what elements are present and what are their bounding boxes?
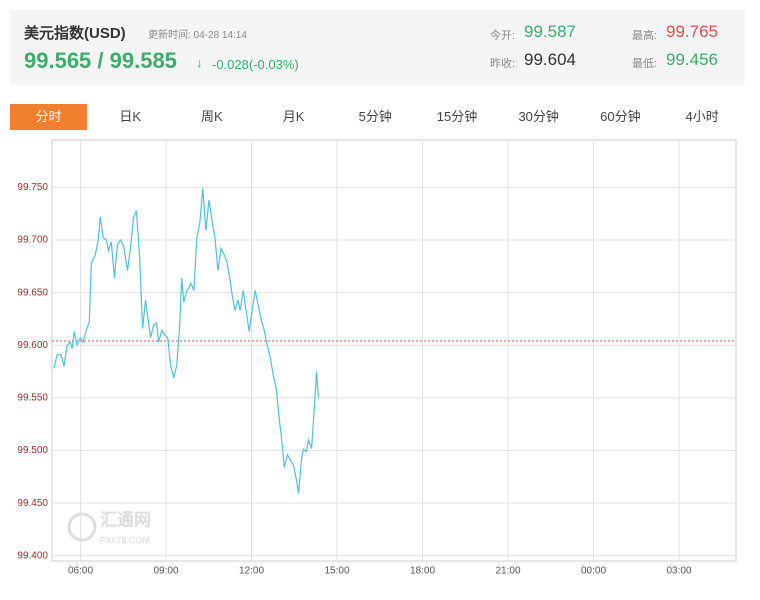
stat-label: 最高: [632, 30, 658, 42]
watermark: FX678.COM [100, 535, 150, 545]
watermark-logo [67, 512, 97, 542]
plot-frame [51, 139, 737, 562]
y-tick-label: 99.500 [17, 445, 48, 456]
stat-value: 99.765 [666, 22, 718, 41]
y-tick-label: 99.600 [17, 340, 48, 351]
y-tick-label: 99.400 [17, 550, 48, 561]
x-tick-label: 03:00 [666, 566, 691, 577]
tab[interactable]: 5分钟 [358, 109, 392, 124]
update-time: 更新时间: 04-28 14:14 [148, 30, 247, 41]
price: 99.565 / 99.585 [24, 48, 177, 73]
tab[interactable]: 30分钟 [518, 109, 559, 124]
y-tick-label: 99.550 [17, 393, 48, 404]
tab[interactable]: 月K [282, 109, 305, 124]
x-tick-label: 06:00 [68, 566, 93, 577]
tab[interactable]: 15分钟 [436, 109, 478, 124]
x-tick-label: 09:00 [153, 566, 178, 577]
tab[interactable]: 周K [201, 109, 223, 124]
x-tick-label: 12:00 [239, 566, 264, 577]
y-tick-label: 99.750 [17, 182, 48, 193]
stat-label: 今开: [490, 30, 516, 42]
stat-label: 昨收: [490, 58, 516, 70]
x-tick-label: 18:00 [410, 566, 435, 577]
x-tick-label: 00:00 [581, 566, 606, 577]
change: -0.028(-0.03%) [212, 57, 299, 72]
header: 美元指数(USD) 更新时间: 04-28 14:14 99.565 / 99.… [10, 10, 745, 85]
tab[interactable]: 分时 [10, 104, 87, 130]
arrow: ↓ [196, 55, 203, 70]
stat-value: 99.456 [666, 50, 718, 69]
tab-bar: 分时 日K 周K 月K 5分钟 15分钟 30分钟 60分钟 4小时 [10, 104, 745, 130]
tab[interactable]: 60分钟 [600, 109, 641, 124]
watermark: 汇通网 [100, 510, 151, 529]
stat-value: 99.587 [524, 22, 576, 41]
tab[interactable]: 日K [119, 109, 142, 124]
y-tick-label: 99.650 [17, 287, 48, 298]
stat-value: 99.604 [524, 50, 576, 69]
stat-label: 最低: [632, 58, 658, 70]
title: 美元指数(USD) [24, 25, 126, 42]
tab[interactable]: 4小时 [685, 109, 719, 124]
y-tick-label: 99.450 [17, 498, 48, 509]
x-tick-label: 15:00 [324, 566, 349, 577]
x-tick-label: 21:00 [495, 566, 520, 577]
price-line [53, 188, 320, 494]
y-tick-label: 99.700 [17, 235, 48, 246]
